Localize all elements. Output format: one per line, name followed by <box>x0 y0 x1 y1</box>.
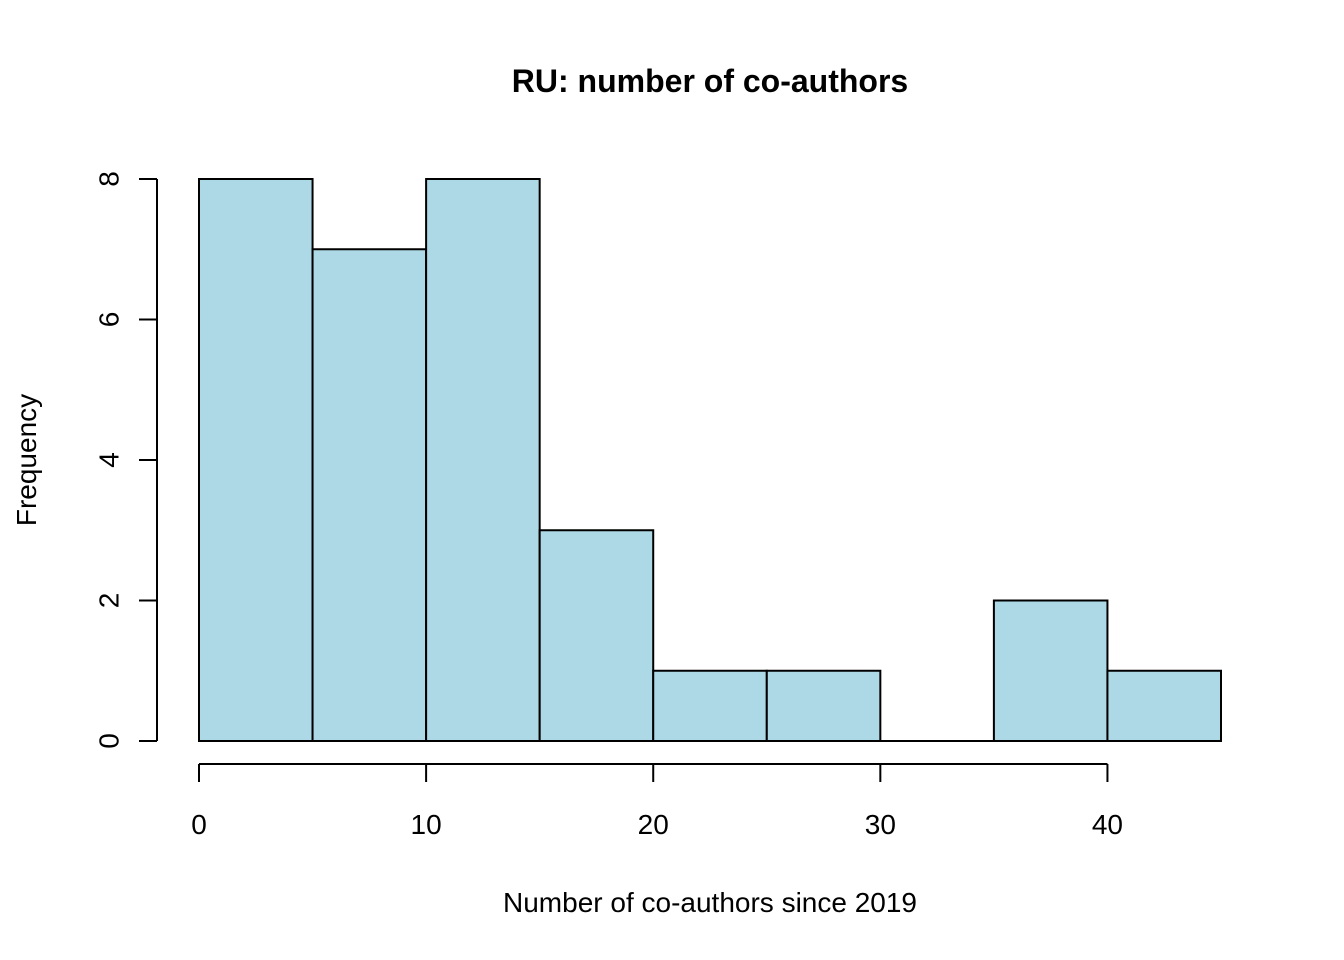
histogram-bar-0 <box>198 178 314 742</box>
histogram-bar-4 <box>652 669 768 742</box>
y-axis: 0 2 4 6 8 <box>94 171 158 749</box>
histogram-bar-2 <box>425 178 541 742</box>
y-tick-label-2: 4 <box>94 452 125 468</box>
x-axis: 0 10 20 30 40 <box>191 763 1123 840</box>
histogram-bar-5 <box>765 669 882 742</box>
histogram-bar-1 <box>311 248 428 742</box>
y-tick-label-0: 0 <box>94 733 125 749</box>
x-tick-label-4: 40 <box>1092 809 1123 840</box>
x-tick-label-2: 20 <box>638 809 669 840</box>
x-tick-label-0: 0 <box>191 809 207 840</box>
histogram-bar-8 <box>1106 669 1223 742</box>
chart-title: RU: number of co-authors <box>512 63 908 99</box>
y-axis-label: Frequency <box>11 394 42 526</box>
histogram-bar-7 <box>992 599 1109 742</box>
y-tick-label-3: 6 <box>94 312 125 328</box>
y-tick-label-4: 8 <box>94 171 125 187</box>
histogram-bar-3 <box>538 529 655 742</box>
x-tick-label-3: 30 <box>865 809 896 840</box>
x-tick-label-1: 10 <box>411 809 442 840</box>
x-axis-label: Number of co-authors since 2019 <box>503 887 917 918</box>
y-tick-label-1: 2 <box>94 593 125 609</box>
bars-group <box>198 178 1223 742</box>
